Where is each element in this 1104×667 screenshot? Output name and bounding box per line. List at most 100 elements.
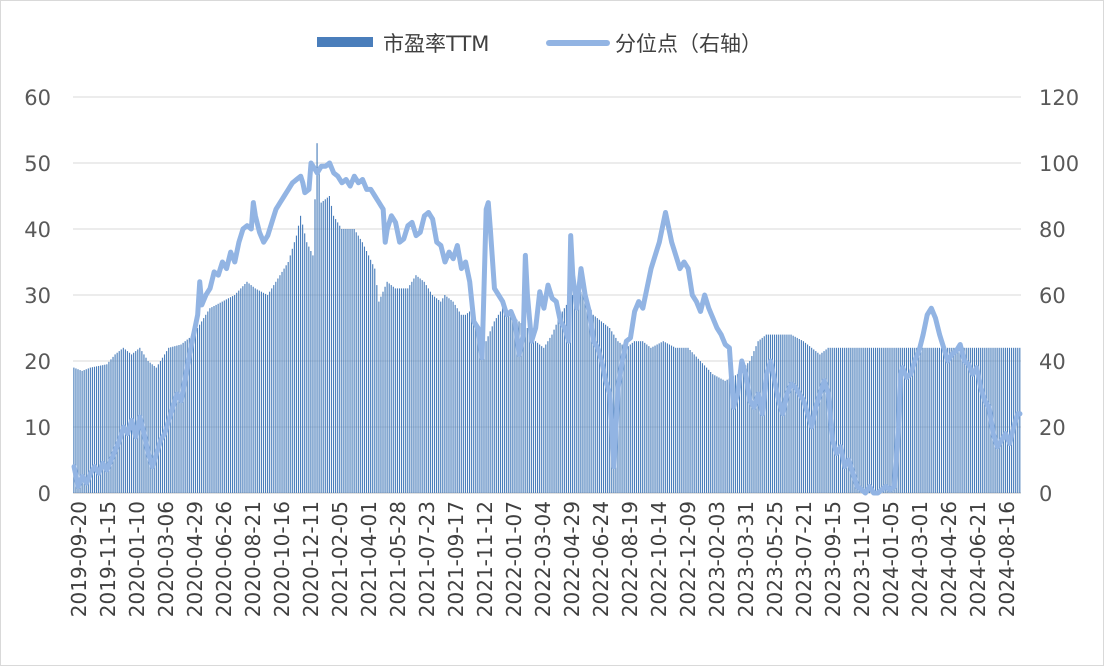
- pe-bar: [858, 347, 860, 493]
- pe-bar: [877, 347, 879, 493]
- pe-bar: [666, 343, 668, 493]
- pe-bar: [244, 284, 246, 493]
- pe-bar: [126, 351, 129, 493]
- x-tick-label: 2021-02-05: [328, 501, 352, 617]
- pe-bar: [738, 372, 741, 493]
- pe-bar: [569, 298, 572, 493]
- pe-bar: [444, 295, 446, 493]
- legend-swatch-pe: [317, 37, 373, 47]
- x-tick-label: 2023-07-21: [792, 501, 816, 617]
- x-tick-label: 2020-01-10: [125, 501, 149, 617]
- pe-bar: [1000, 347, 1002, 493]
- pe-bar: [881, 347, 883, 493]
- pe-bar: [971, 347, 973, 493]
- pe-bar: [227, 298, 229, 493]
- pe-bar: [419, 278, 421, 493]
- pe-bar: [390, 285, 392, 493]
- pe-bar: [978, 347, 980, 493]
- pe-bar: [153, 365, 155, 493]
- pe-bar: [572, 295, 574, 493]
- pe-bar: [596, 318, 598, 493]
- pe-bar: [922, 347, 924, 493]
- pe-bar: [957, 347, 959, 493]
- pe-bar: [749, 361, 751, 493]
- pe-bar: [870, 347, 872, 493]
- pe-bar: [285, 265, 287, 493]
- pe-bar: [118, 351, 120, 493]
- right-tick-label: 20: [1039, 416, 1066, 440]
- pe-bar: [631, 342, 633, 493]
- pe-bar: [225, 299, 227, 493]
- pe-bar: [485, 341, 487, 493]
- x-tick-label: 2022-01-07: [502, 501, 526, 617]
- pe-bar: [215, 304, 217, 493]
- pe-bar: [188, 337, 190, 493]
- x-tick-label: 2021-09-17: [444, 501, 468, 617]
- pe-bar: [431, 295, 434, 493]
- pe-bar: [648, 346, 650, 493]
- pe-bar: [675, 347, 677, 493]
- pe-bar: [407, 288, 409, 493]
- pe-bar: [93, 366, 96, 493]
- pe-bar: [670, 345, 673, 493]
- pe-bars: [73, 143, 1021, 494]
- x-tick-label: 2024-01-05: [879, 501, 903, 617]
- pe-bar: [155, 367, 157, 493]
- pe-bar: [378, 301, 380, 493]
- pe-bar: [234, 295, 236, 493]
- pe-bar: [934, 347, 936, 493]
- pe-bar: [199, 324, 201, 493]
- pe-bar: [176, 345, 178, 493]
- pe-bar: [516, 319, 518, 493]
- pe-bar: [654, 345, 656, 493]
- pe-bar: [652, 346, 654, 493]
- x-tick-label: 2020-12-11: [299, 501, 323, 617]
- pe-bar: [590, 309, 592, 493]
- pe-bar: [514, 318, 516, 493]
- pe-bar: [147, 361, 149, 493]
- pe-bar: [734, 375, 736, 493]
- pe-bar: [885, 347, 887, 493]
- pe-bar: [81, 370, 83, 493]
- x-axis-ticks: 2019-09-20 2019-11-15 2020-01-10 2020-03-06…: [67, 501, 1019, 617]
- pe-bar: [304, 233, 306, 493]
- pe-bar: [300, 215, 302, 494]
- pe-bar: [436, 298, 438, 493]
- pe-bar: [149, 362, 151, 493]
- pe-bar: [87, 368, 89, 493]
- pe-bar: [914, 347, 916, 493]
- x-tick-label: 2020-08-21: [241, 501, 265, 617]
- pe-bar: [940, 347, 943, 493]
- pe-bar: [907, 347, 910, 493]
- pe-bar: [776, 334, 778, 493]
- pe-bar: [398, 288, 401, 493]
- pe-bar: [534, 341, 537, 493]
- pe-bar: [252, 286, 254, 493]
- pe-bar: [83, 370, 85, 493]
- pe-bar: [951, 347, 953, 493]
- pe-bar: [481, 337, 483, 493]
- pe-bar: [798, 339, 800, 493]
- pe-bar: [512, 316, 514, 493]
- pe-bar: [413, 278, 415, 493]
- pe-bar: [207, 311, 209, 493]
- pe-bar: [565, 304, 567, 493]
- pe-bar: [217, 303, 219, 493]
- pe-bar: [835, 347, 837, 493]
- pe-bar: [862, 347, 864, 493]
- pe-bar: [986, 347, 988, 493]
- pe-bar: [619, 342, 621, 493]
- pe-bar: [541, 346, 543, 493]
- pe-bar: [409, 285, 411, 493]
- pe-bar: [295, 235, 298, 493]
- pe-bar: [716, 376, 718, 493]
- pe-bar: [446, 296, 448, 493]
- pe-bar: [874, 347, 877, 493]
- pe-bar: [289, 255, 291, 493]
- pe-bar: [372, 264, 374, 493]
- pe-bar: [396, 288, 398, 493]
- pe-bar: [621, 344, 623, 493]
- pe-bar: [703, 365, 706, 493]
- percentile-line: [71, 160, 1023, 496]
